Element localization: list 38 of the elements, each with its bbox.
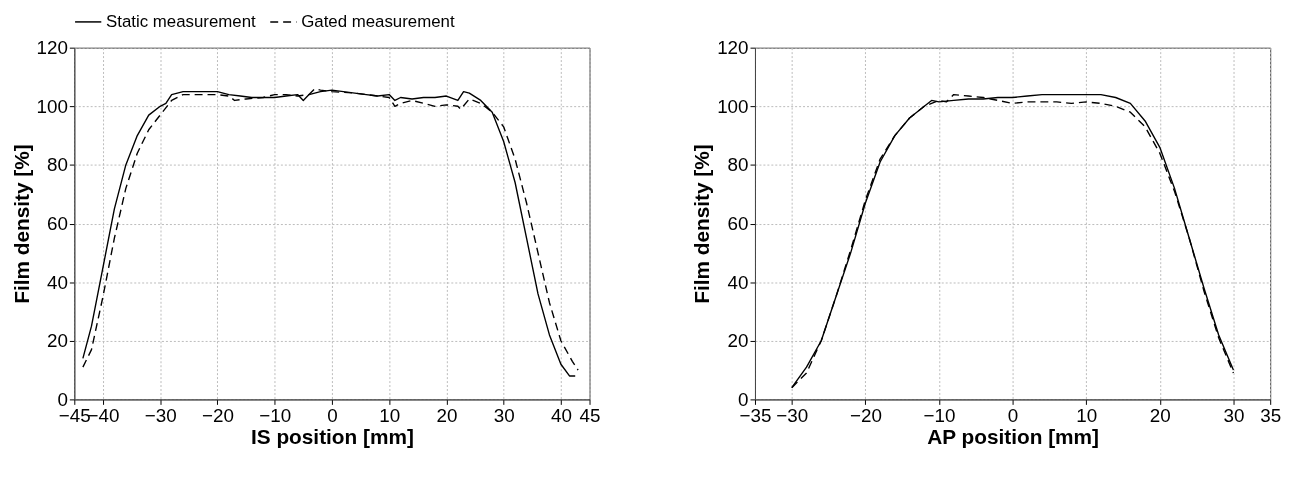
- x-tick-label: −20: [849, 404, 882, 426]
- x-tick-label: −10: [923, 404, 956, 426]
- x-tick-label: 45: [579, 404, 601, 426]
- x-tick-label: 30: [1223, 404, 1245, 426]
- y-tick-label: 20: [46, 330, 68, 352]
- x-tick-label: 30: [493, 404, 515, 426]
- legend-label: Gated measurement: [301, 11, 455, 31]
- x-tick-label: 10: [379, 404, 401, 426]
- y-tick-label: 100: [717, 95, 749, 117]
- y-tick-label: 60: [727, 212, 749, 234]
- x-axis-title: AP position [mm]: [927, 425, 1099, 449]
- y-tick-label: 120: [717, 37, 749, 59]
- x-tick-label: 35: [1260, 404, 1282, 426]
- y-tick-label: 0: [57, 388, 68, 410]
- x-tick-label: 20: [436, 404, 458, 426]
- x-tick-label: 0: [1007, 404, 1019, 426]
- x-tick-label: −30: [776, 404, 809, 426]
- y-axis-title: Film density [%]: [690, 144, 714, 304]
- y-tick-label: 40: [46, 271, 68, 293]
- x-tick-label: −30: [144, 404, 177, 426]
- x-tick-label: −40: [87, 404, 120, 426]
- y-tick-label: 80: [46, 154, 68, 176]
- y-tick-label: 20: [727, 330, 749, 352]
- x-tick-label: 20: [1149, 404, 1171, 426]
- x-tick-label: 0: [327, 404, 338, 426]
- x-tick-label: 10: [1076, 404, 1098, 426]
- y-tick-label: 60: [46, 212, 68, 234]
- x-tick-label: −20: [201, 404, 234, 426]
- y-axis-title: Film density [%]: [9, 144, 33, 304]
- y-tick-label: 80: [727, 154, 749, 176]
- legend-label: Static measurement: [106, 11, 256, 31]
- y-tick-label: 40: [727, 271, 749, 293]
- x-tick-label: 40: [550, 404, 572, 426]
- y-tick-label: 120: [36, 37, 68, 59]
- y-tick-label: 100: [36, 95, 68, 117]
- x-tick-label: −10: [259, 404, 292, 426]
- x-axis-title: IS position [mm]: [250, 425, 414, 449]
- y-tick-label: 0: [738, 388, 749, 410]
